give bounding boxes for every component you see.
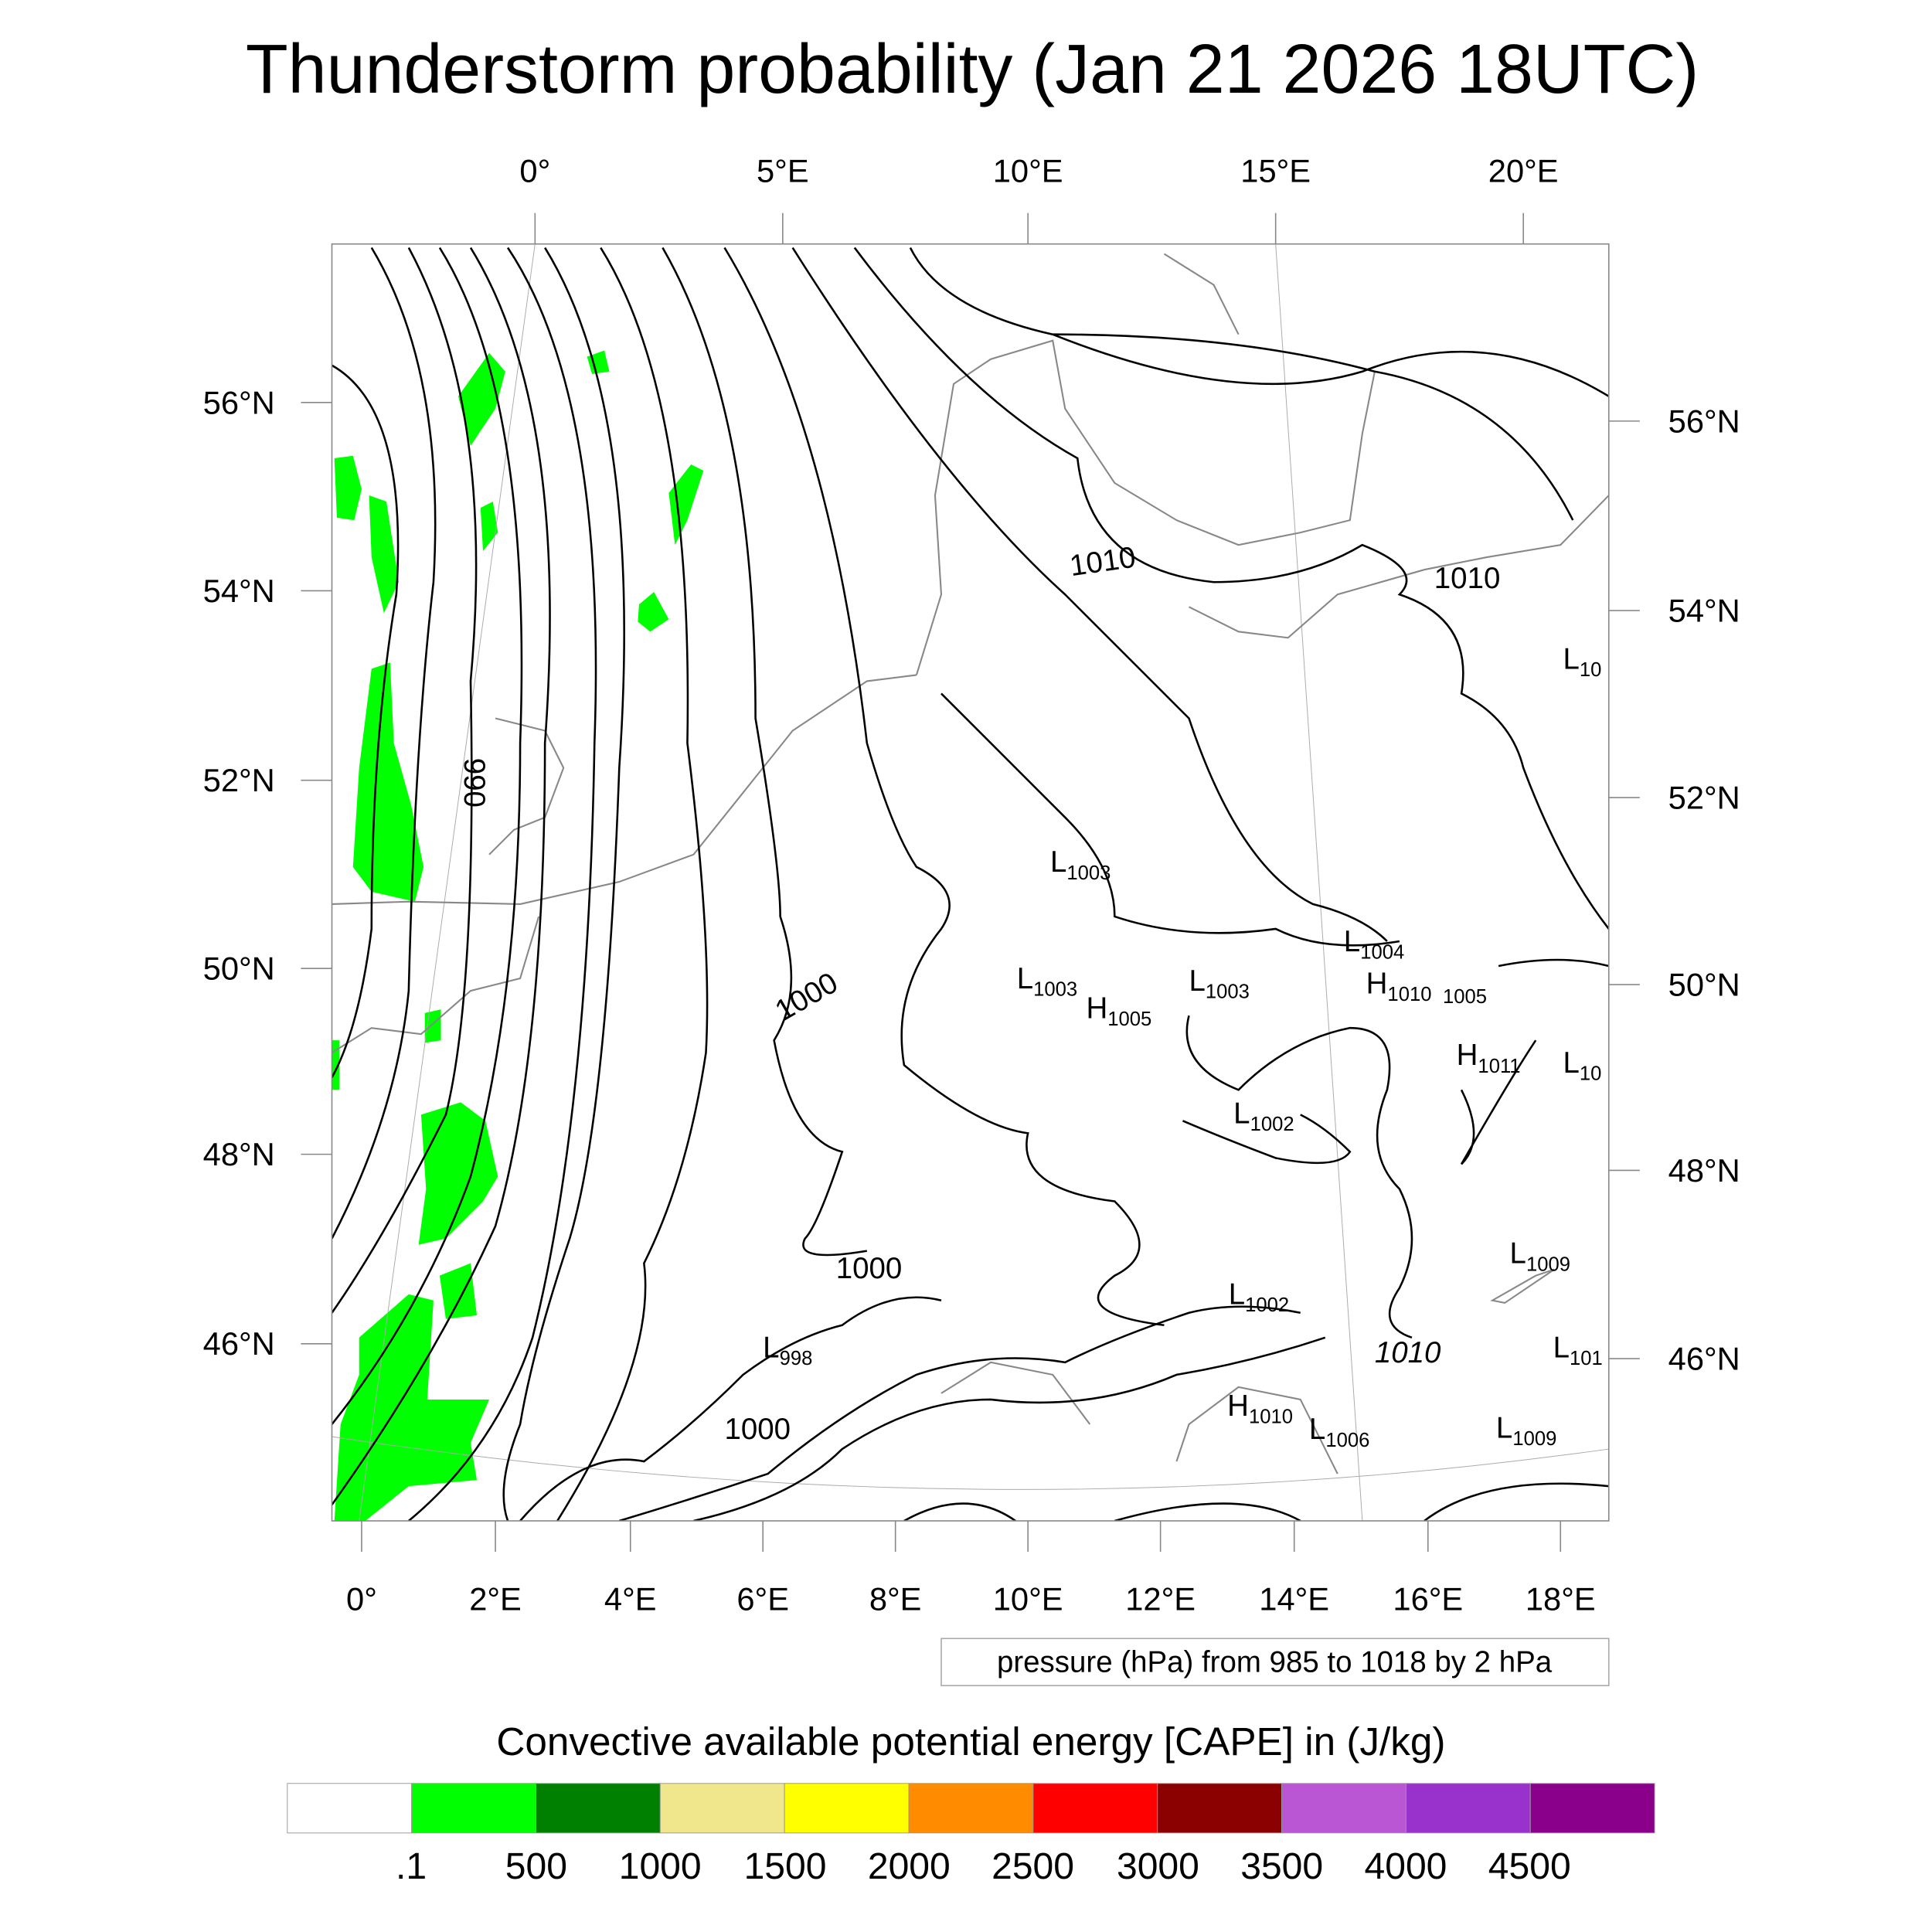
right-latitude-labels: 56°N 54°N 52°N 50°N 48°N 46°N: [1668, 403, 1740, 1376]
colorbar-label: 2500: [992, 1845, 1074, 1887]
left-latitude-labels: 56°N 54°N 52°N 50°N 48°N 46°N: [203, 384, 275, 1362]
colorbar-label: 4500: [1488, 1845, 1571, 1887]
pressure-center-value: 1005: [1443, 986, 1487, 1008]
colorbar-label: 4000: [1364, 1845, 1447, 1887]
colorbar-labels: .1 500 1000 1500 2000 2500 3000 3500 400…: [396, 1845, 1571, 1887]
colorbar-swatch: [908, 1783, 1034, 1834]
isobar-label: 990: [457, 758, 491, 808]
lon-label: 2°E: [469, 1580, 522, 1617]
lat-label: 46°N: [203, 1325, 275, 1362]
pressure-center-low: L1003: [1050, 845, 1111, 884]
pressure-center-low: L1004: [1344, 925, 1404, 964]
lon-label: 14°E: [1259, 1580, 1329, 1617]
top-ticks: [301, 213, 1640, 1553]
colorbar-label: 3000: [1117, 1845, 1199, 1887]
lat-label: 50°N: [203, 951, 275, 987]
pressure-center-low: L1009: [1496, 1412, 1556, 1451]
lon-label: 16°E: [1393, 1580, 1463, 1617]
colorbar-swatch: [1281, 1783, 1406, 1834]
lon-label: 8°E: [869, 1580, 922, 1617]
lat-label: 56°N: [203, 384, 275, 420]
colorbar-swatch: [411, 1783, 536, 1834]
pressure-center-low: L10: [1563, 1046, 1601, 1085]
cape-shading: [332, 350, 704, 1521]
colorbar-swatch: [287, 1783, 413, 1834]
lon-label: 18°E: [1526, 1580, 1596, 1617]
lon-label: 15°E: [1240, 153, 1311, 189]
lon-label: 12°E: [1125, 1580, 1196, 1617]
lon-label: 10°E: [993, 1580, 1063, 1617]
colorbar-swatch: [1529, 1783, 1655, 1834]
colorbar-swatch: [1032, 1783, 1158, 1834]
colorbar-swatch: [784, 1783, 910, 1834]
lat-label: 56°N: [1668, 403, 1740, 439]
isobar-label: 1000: [725, 1413, 791, 1446]
colorbar-swatch: [536, 1783, 661, 1834]
graticule: [332, 243, 1609, 1521]
pressure-centers: L1003 L1004 L1003 H1005 L1003 H1010 1005…: [763, 642, 1603, 1451]
pressure-center-low: L1002: [1233, 1097, 1294, 1136]
colorbar-label: 2000: [868, 1845, 951, 1887]
lat-label: 54°N: [1668, 593, 1740, 629]
pressure-center-low: L101: [1553, 1331, 1603, 1369]
lon-label: 5°E: [757, 153, 809, 189]
lat-label: 48°N: [1668, 1152, 1740, 1189]
lon-label: 0°: [519, 153, 550, 189]
coastlines: [332, 253, 1609, 1475]
colorbar-swatch: [1405, 1783, 1531, 1834]
isobar-label: 1010: [1375, 1336, 1441, 1369]
lat-label: 52°N: [203, 762, 275, 798]
pressure-center-low: L1003: [1017, 962, 1077, 1001]
colorbar-title: Convective available potential energy [C…: [496, 1719, 1445, 1764]
isobar-label: 1000: [836, 1252, 903, 1285]
isobar-label: 1000: [770, 966, 844, 1028]
isobars: [332, 247, 1609, 1521]
isobar-label: 1010: [1068, 541, 1138, 583]
colorbar-swatch: [1157, 1783, 1283, 1834]
info-box-text: pressure (hPa) from 985 to 1018 by 2 hPa: [997, 1646, 1553, 1679]
lat-label: 48°N: [203, 1136, 275, 1172]
colorbar-label: 3500: [1240, 1845, 1323, 1887]
map-frame: [331, 243, 1610, 1522]
lat-label: 52°N: [1668, 779, 1740, 815]
isobar-label: 1010: [1434, 562, 1501, 595]
pressure-center-low: L1003: [1189, 964, 1249, 1003]
colorbar-label: .1: [396, 1845, 427, 1887]
lon-label: 20°E: [1488, 153, 1559, 189]
colorbar-swatch: [659, 1783, 785, 1834]
pressure-center-low: L1006: [1309, 1413, 1369, 1451]
bottom-longitude-labels: 0° 2°E 4°E 6°E 8°E 10°E 12°E 14°E 16°E 1…: [346, 1580, 1596, 1617]
colorbar-label: 1500: [744, 1845, 827, 1887]
top-longitude-labels: 0° 5°E 10°E 15°E 20°E: [519, 153, 1558, 189]
pressure-center-high: H1010: [1366, 967, 1432, 1005]
pressure-center-low: L10: [1563, 642, 1601, 681]
lon-label: 6°E: [736, 1580, 789, 1617]
lat-label: 54°N: [203, 573, 275, 609]
lat-label: 46°N: [1668, 1340, 1740, 1376]
lon-label: 0°: [346, 1580, 377, 1617]
pressure-center-low: L998: [763, 1331, 812, 1369]
lon-label: 10°E: [993, 153, 1063, 189]
map-area: 1010 1010 990 1000 1000 1000 1010 L1003 …: [332, 243, 1609, 1521]
pressure-center-low: L1009: [1510, 1237, 1570, 1276]
pressure-center-low: L1002: [1229, 1278, 1289, 1317]
pressure-center-high: H1005: [1086, 992, 1151, 1030]
map-title: Thunderstorm probability (Jan 21 2026 18…: [246, 31, 1699, 108]
pressure-center-high: H1010: [1227, 1389, 1293, 1428]
lon-label: 4°E: [604, 1580, 657, 1617]
colorbar-label: 1000: [619, 1845, 702, 1887]
colorbar-label: 500: [505, 1845, 567, 1887]
isobar-labels: 1010 1010 990 1000 1000 1000 1010: [457, 541, 1500, 1447]
pressure-center-high: H1011: [1457, 1039, 1521, 1077]
info-box: [940, 1638, 1610, 1686]
lat-label: 50°N: [1668, 966, 1740, 1002]
colorbar: [287, 1783, 1655, 1834]
